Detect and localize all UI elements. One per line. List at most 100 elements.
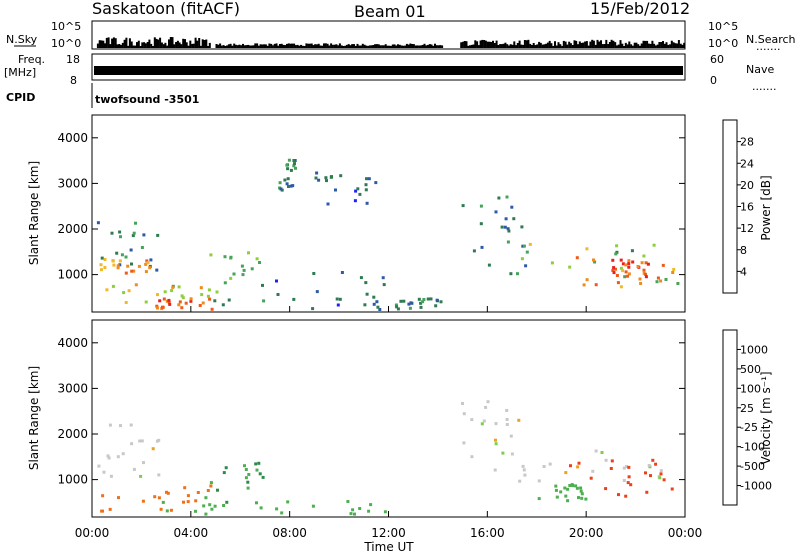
power-cell bbox=[374, 181, 378, 185]
power-cell bbox=[402, 299, 406, 303]
nsky-bar bbox=[669, 44, 672, 48]
power-cell bbox=[585, 247, 589, 251]
power-cell bbox=[189, 297, 193, 301]
power-colorbar-tick-label: 8 bbox=[740, 244, 747, 257]
velocity-colorbar-tick-label: -100 bbox=[740, 441, 765, 454]
power-cell bbox=[396, 307, 400, 311]
xlabel: Time UT bbox=[363, 540, 414, 554]
power-cell bbox=[189, 299, 193, 303]
nsky-bar bbox=[141, 42, 144, 48]
nsky-bar bbox=[600, 40, 602, 48]
power-cell bbox=[199, 286, 203, 290]
nsky-bar bbox=[377, 44, 380, 48]
power-cell bbox=[137, 264, 141, 268]
power-cell bbox=[100, 256, 104, 260]
power-cell bbox=[155, 268, 159, 272]
nsky-bar bbox=[323, 43, 325, 48]
power-cell bbox=[124, 271, 128, 275]
nsky-bar bbox=[196, 40, 199, 48]
power-cell bbox=[161, 305, 164, 309]
power-cell bbox=[275, 279, 278, 283]
nsky-bar bbox=[173, 44, 176, 48]
nsky-bar bbox=[633, 42, 636, 48]
nsky-bar bbox=[665, 42, 668, 48]
nsky-bar bbox=[569, 43, 572, 48]
nsky-bar bbox=[495, 40, 498, 48]
power-cell bbox=[621, 269, 625, 273]
velocity-cell bbox=[153, 495, 157, 499]
power-cell bbox=[378, 308, 382, 311]
power-cell bbox=[615, 274, 619, 277]
nsky-bar bbox=[184, 39, 186, 48]
power-cell bbox=[142, 233, 146, 237]
nsky-bar bbox=[360, 45, 362, 48]
power-cell bbox=[639, 282, 643, 285]
nsky-bar bbox=[250, 45, 253, 48]
power-cell bbox=[134, 221, 137, 225]
power-cell bbox=[521, 244, 525, 248]
power-cell bbox=[621, 262, 625, 266]
power-cell bbox=[326, 202, 330, 206]
power-cell bbox=[213, 299, 217, 303]
power-cell bbox=[522, 244, 526, 248]
velocity-cell bbox=[202, 504, 206, 508]
velocity-cell bbox=[579, 486, 583, 490]
power-cell bbox=[207, 288, 211, 292]
nsky-bar bbox=[500, 44, 503, 48]
velocity-cell bbox=[604, 458, 608, 462]
nsky-bar bbox=[520, 44, 523, 48]
power-cell bbox=[524, 264, 528, 268]
power-cell bbox=[429, 297, 433, 301]
nsky-bar bbox=[568, 41, 571, 48]
velocity-cell bbox=[647, 464, 651, 467]
nsky-bar bbox=[338, 43, 341, 48]
power-cell bbox=[359, 276, 363, 280]
nsky-bar bbox=[316, 44, 318, 48]
power-cell bbox=[181, 296, 185, 300]
power-cell bbox=[630, 249, 634, 253]
nsky-bar bbox=[430, 44, 433, 48]
nsky-bar bbox=[427, 44, 429, 48]
nsky-label: N.Sky bbox=[6, 33, 38, 46]
power-cell bbox=[375, 300, 379, 304]
power-cell bbox=[184, 301, 188, 305]
velocity-cell bbox=[286, 500, 290, 504]
nsky-bar bbox=[619, 40, 622, 48]
power-cell bbox=[627, 272, 631, 276]
power-cell bbox=[325, 179, 328, 183]
power-cell bbox=[615, 244, 619, 248]
nsky-bar bbox=[674, 43, 677, 48]
velocity-cell bbox=[209, 481, 213, 485]
power-cell bbox=[116, 264, 120, 268]
power-cell bbox=[144, 300, 148, 304]
nsky-bar bbox=[578, 41, 581, 48]
power-cell bbox=[644, 272, 647, 276]
velocity-colorbar: 1000 500 100 25 -25 -100 -500 -1000 bbox=[722, 329, 772, 506]
nsky-bar bbox=[111, 38, 114, 48]
nsky-bar bbox=[608, 42, 611, 48]
nsky-bar bbox=[128, 38, 131, 48]
velocity-cell bbox=[194, 509, 197, 513]
power-cell bbox=[365, 292, 369, 296]
velocity-cell bbox=[108, 507, 112, 511]
y-tick-label: 4000 bbox=[57, 131, 88, 145]
power-cell bbox=[426, 297, 430, 301]
power-cell bbox=[624, 270, 628, 274]
power-cell bbox=[480, 245, 484, 249]
x-tick-label: 12:00 bbox=[371, 526, 406, 540]
nsky-bar bbox=[331, 44, 334, 48]
nsky-bar bbox=[351, 44, 354, 48]
power-cell bbox=[292, 164, 296, 168]
power-cell bbox=[655, 280, 659, 284]
velocity-cell bbox=[580, 496, 584, 500]
velocity-cell bbox=[564, 471, 568, 475]
power-cell bbox=[177, 303, 181, 307]
nsky-bar bbox=[513, 41, 516, 48]
velocity-cell bbox=[97, 464, 101, 468]
velocity-cell bbox=[624, 494, 628, 498]
nsky-bar bbox=[219, 43, 222, 48]
velocity-cell bbox=[480, 422, 484, 426]
power-cell bbox=[261, 283, 264, 287]
nsky-bar bbox=[112, 37, 115, 48]
